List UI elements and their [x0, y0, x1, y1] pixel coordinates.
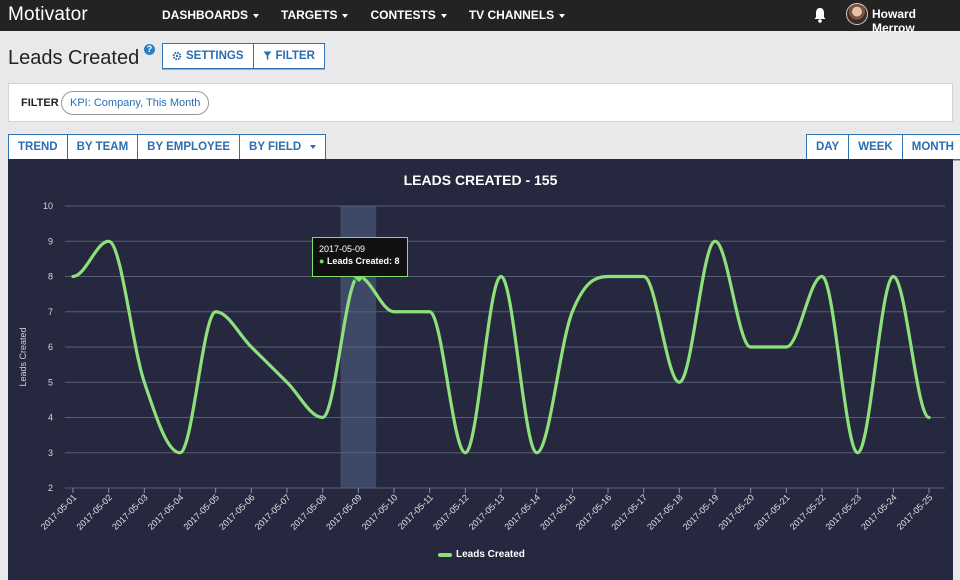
app-brand[interactable]: Motivator: [8, 4, 88, 25]
tab-month[interactable]: MONTH: [902, 134, 960, 160]
x-tick-label: 2017-05-22: [788, 492, 828, 532]
period-tabs: DAY WEEK MONTH: [806, 134, 960, 160]
chevron-down-icon: [342, 13, 349, 18]
nav-contests[interactable]: CONTESTS: [370, 0, 447, 31]
chevron-down-icon: [440, 13, 447, 18]
x-tick-label: 2017-05-02: [74, 492, 114, 532]
nav-tv-channels-label: TV CHANNELS: [468, 8, 555, 22]
x-tick-label: 2017-05-19: [681, 492, 721, 532]
top-navbar: Motivator DASHBOARDS TARGETS CONTESTS TV…: [0, 0, 960, 35]
x-tick-label: 2017-05-25: [895, 492, 935, 532]
x-tick-label: 2017-05-12: [431, 492, 471, 532]
nav-targets-label: TARGETS: [281, 8, 338, 22]
tab-trend-label: TREND: [18, 141, 58, 153]
tooltip-arrow: [354, 277, 364, 282]
filter-button[interactable]: FILTER: [253, 43, 325, 69]
y-tick-label: 9: [48, 236, 53, 246]
page-title: Leads Created: [8, 47, 140, 69]
y-tick-label: 8: [48, 272, 53, 282]
tab-by-field-label: BY FIELD: [249, 141, 302, 153]
x-tick-label: 2017-05-18: [645, 492, 685, 532]
user-name[interactable]: Howard Merrow: [872, 7, 917, 35]
help-icon[interactable]: ?: [144, 44, 155, 55]
chevron-down-icon: [559, 13, 566, 18]
series-line-leads-created: [71, 239, 931, 455]
y-tick-label: 7: [48, 307, 53, 317]
tab-trend[interactable]: TREND: [8, 134, 68, 160]
tab-by-team-label: BY TEAM: [76, 141, 129, 153]
x-tick-label: 2017-05-03: [110, 492, 150, 532]
x-tick-label: 2017-05-01: [39, 492, 79, 532]
x-tick-label: 2017-05-08: [288, 492, 328, 532]
tab-by-field[interactable]: BY FIELD: [240, 134, 327, 160]
gear-icon: [172, 51, 182, 61]
x-tick-label: 2017-05-24: [859, 492, 899, 532]
tab-day-label: DAY: [816, 141, 840, 153]
chevron-down-icon: [310, 145, 317, 149]
x-tick-label: 2017-05-04: [146, 492, 186, 532]
x-tick-label: 2017-05-07: [253, 492, 293, 532]
y-tick-label: 5: [48, 377, 53, 387]
tab-by-employee-label: BY EMPLOYEE: [147, 141, 231, 153]
y-tick-label: 2: [48, 483, 53, 493]
y-tick-label: 10: [43, 201, 53, 211]
x-tick-label: 2017-05-20: [716, 492, 756, 532]
nav-dashboards-label: DASHBOARDS: [162, 8, 249, 22]
nav-targets[interactable]: TARGETS: [281, 0, 349, 31]
chart-title: LEADS CREATED - 155: [403, 172, 558, 188]
tab-week[interactable]: WEEK: [849, 134, 903, 160]
tab-week-label: WEEK: [858, 141, 893, 153]
tab-by-employee[interactable]: BY EMPLOYEE: [138, 134, 241, 160]
filter-panel: FILTER KPI: Company, This Month: [8, 83, 953, 122]
settings-label: SETTINGS: [186, 50, 244, 62]
x-tick-label: 2017-05-21: [752, 492, 792, 532]
x-tick-label: 2017-05-06: [217, 492, 257, 532]
x-tick-label: 2017-05-15: [538, 492, 578, 532]
x-tick-label: 2017-05-05: [181, 492, 221, 532]
legend-swatch: [438, 552, 452, 557]
y-tick-label: 6: [48, 342, 53, 352]
view-tabs: TREND BY TEAM BY EMPLOYEE BY FIELD: [8, 134, 327, 160]
y-axis-label: Leads Created: [18, 327, 28, 386]
filter-chip-kpi[interactable]: KPI: Company, This Month: [61, 91, 210, 115]
toolbar-buttons: SETTINGS FILTER: [162, 43, 325, 69]
y-tick-label: 3: [48, 448, 53, 458]
tab-by-team[interactable]: BY TEAM: [67, 134, 139, 160]
chart-legend[interactable]: Leads Created: [438, 549, 525, 560]
tab-month-label: MONTH: [911, 141, 954, 153]
nav-dashboards[interactable]: DASHBOARDS: [162, 0, 260, 31]
chevron-down-icon: [253, 13, 260, 18]
x-tick-label: 2017-05-11: [396, 492, 435, 531]
tab-day[interactable]: DAY: [806, 134, 850, 160]
tooltip-date: 2017-05-09: [319, 244, 366, 254]
main-nav: DASHBOARDS TARGETS CONTESTS TV CHANNELS: [162, 0, 587, 31]
legend-label: Leads Created: [456, 549, 525, 560]
tooltip-dot-icon: ●: [319, 256, 327, 266]
y-tick-label: 4: [48, 413, 53, 423]
x-tick-label: 2017-05-23: [823, 492, 863, 532]
x-tick-label: 2017-05-09: [324, 492, 364, 532]
x-tick-label: 2017-05-14: [502, 492, 542, 532]
settings-button[interactable]: SETTINGS: [162, 43, 254, 69]
x-tick-label: 2017-05-17: [609, 492, 649, 532]
chart-tooltip: 2017-05-09 ● Leads Created: 8: [312, 237, 408, 277]
x-tick-label: 2017-05-13: [467, 492, 507, 532]
tooltip-value: Leads Created: 8: [326, 256, 400, 266]
filter-panel-label: FILTER: [21, 97, 59, 109]
filter-label: FILTER: [275, 50, 315, 62]
x-tick-label: 2017-05-16: [574, 492, 614, 532]
chart-panel: LEADS CREATED - 155 2 3 4 5 6 7 8 9 10 Leads Crea…: [8, 159, 953, 580]
nav-tv-channels[interactable]: TV CHANNELS: [468, 0, 566, 31]
funnel-icon: [263, 51, 272, 60]
avatar[interactable]: [846, 3, 868, 25]
nav-contests-label: CONTESTS: [370, 8, 436, 22]
bell-icon[interactable]: [812, 6, 828, 24]
x-tick-label: 2017-05-10: [360, 492, 400, 532]
